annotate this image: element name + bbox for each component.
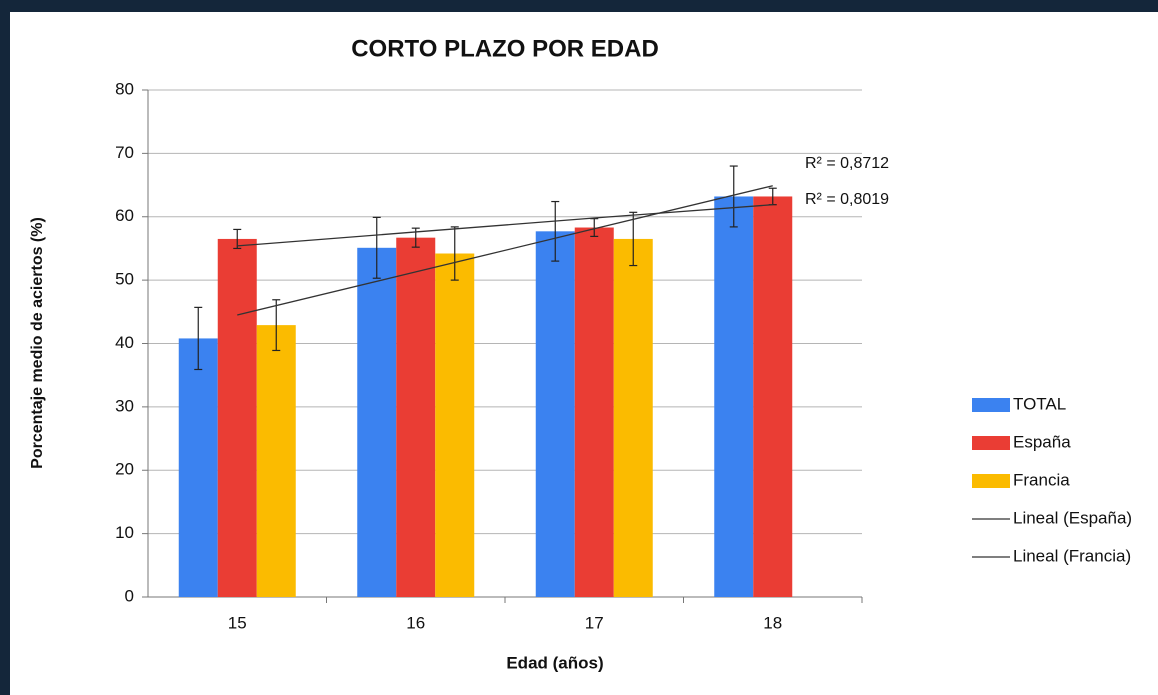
y-tick-label: 60 [115,206,134,225]
y-tick-label: 80 [115,79,134,98]
legend-swatch [972,436,1010,450]
bar [178,338,218,597]
bar [256,325,296,597]
error-bar [729,165,738,228]
bar [574,227,614,597]
error-bar [194,306,203,371]
bar [217,238,257,597]
bar [435,253,475,597]
x-tick-label: 15 [228,613,247,632]
x-tick-label: 18 [763,613,782,632]
bar [613,238,653,597]
y-tick-label: 10 [115,523,134,542]
x-tick-label: 16 [406,613,425,632]
y-tick-label: 50 [115,270,134,289]
error-bar [551,200,560,262]
legend-label: TOTAL [1013,394,1066,413]
y-tick-label: 20 [115,460,134,479]
x-axis-label: Edad (años) [506,653,603,672]
bar [535,231,575,598]
y-tick-label: 70 [115,143,134,162]
legend-swatch [972,398,1010,412]
error-bar [272,299,281,352]
chart-title: CORTO PLAZO POR EDAD [351,35,659,62]
legend-label: España [1013,432,1071,451]
bar [753,196,793,597]
bar [714,196,754,597]
bar [357,247,397,597]
annotation: R² = 0,8019 [805,191,889,208]
bar [396,237,436,597]
y-axis-label: Porcentaje medio de aciertos (%) [29,217,46,469]
trendline [237,204,773,247]
legend-label: Francia [1013,470,1070,489]
y-tick-label: 30 [115,396,134,415]
x-tick-label: 17 [585,613,604,632]
legend-label: Lineal (Francia) [1013,546,1131,565]
legend-label: Lineal (España) [1013,508,1132,527]
legend-swatch [972,474,1010,488]
y-tick-label: 40 [115,333,134,352]
trendline [237,185,773,316]
y-tick-label: 0 [125,586,134,605]
annotation: R² = 0,8712 [805,155,889,172]
error-bar [450,226,459,281]
error-bar [372,216,381,279]
error-bar [629,211,638,267]
